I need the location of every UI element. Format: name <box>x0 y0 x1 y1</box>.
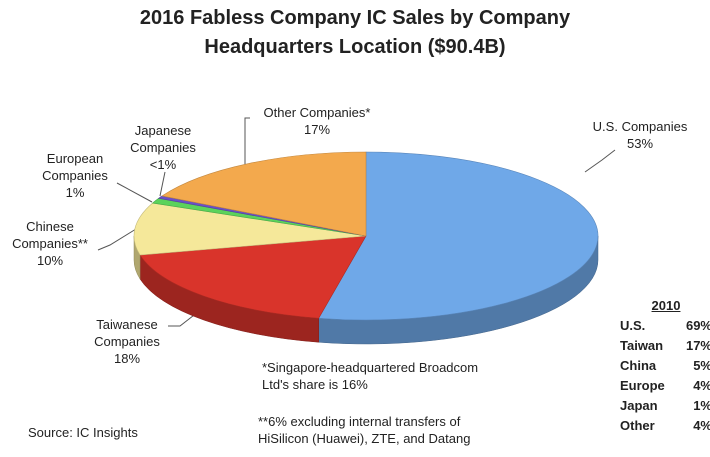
slice-label: European Companies 1% <box>25 150 125 201</box>
pie-slice <box>133 202 367 256</box>
category-label: Japanese Companies <box>130 123 196 155</box>
table-row: China 5% <box>620 356 710 376</box>
slice-label: U.S. Companies 53% <box>570 118 710 152</box>
value-label: 17% <box>303 122 331 137</box>
source: Source: IC Insights <box>28 425 138 440</box>
category-label: Other Companies* <box>263 105 371 120</box>
table-row: U.S. 69% <box>620 316 710 336</box>
inset-table: 2010 U.S. 69% Taiwan 17% China 5% Europe 4% Japa… <box>620 296 710 436</box>
category-label: Chinese Companies** <box>12 219 88 251</box>
value-label: <1% <box>149 157 177 172</box>
pie-tops <box>133 151 599 321</box>
pie-slice <box>161 151 367 237</box>
table-cell: 69% <box>685 318 710 333</box>
slice-label: Chinese Companies** 10% <box>0 218 100 269</box>
category-label: Taiwanese Companies <box>94 317 160 349</box>
slice-label: Other Companies* 17% <box>237 104 397 138</box>
leader-line <box>244 117 250 176</box>
note: **6% excluding internal transfers of HiS… <box>258 414 471 446</box>
leader-line <box>116 182 153 203</box>
table-cell: Europe <box>620 378 665 393</box>
value-label: 18% <box>113 351 141 366</box>
value-label: 1% <box>65 185 85 200</box>
value-label: 53% <box>626 136 654 151</box>
category-label: U.S. Companies <box>592 119 688 134</box>
table-row: Other 4% <box>620 416 710 436</box>
slice-label: Japanese Companies <1% <box>123 122 203 173</box>
leader-line <box>168 311 199 327</box>
table-title: 2010 <box>651 298 681 313</box>
table-cell: 17% <box>685 338 710 353</box>
table-cell: U.S. <box>620 318 646 333</box>
table-cell: Taiwan <box>620 338 664 353</box>
table-cell: 4% <box>693 378 710 393</box>
pie-slice <box>139 235 367 319</box>
leader-line <box>97 228 137 251</box>
pie-slice <box>318 151 599 321</box>
table-row: Europe 4% <box>620 376 710 396</box>
leader-lines <box>97 117 616 327</box>
category-label: European Companies <box>42 151 108 183</box>
slice-label: Taiwanese Companies 18% <box>72 316 182 367</box>
note: *Singapore-headquartered Broadcom Ltd's … <box>262 360 479 392</box>
table-cell: 5% <box>693 358 710 373</box>
table-cell: Other <box>620 418 655 433</box>
table-cell: 4% <box>693 418 710 433</box>
value-label: 10% <box>36 253 64 268</box>
leader-line <box>584 149 616 173</box>
table-row: Taiwan 17% <box>620 336 710 356</box>
leader-line <box>159 171 166 197</box>
table-cell: 1% <box>693 398 710 413</box>
table-cell: Japan <box>620 398 658 413</box>
table-cell: China <box>620 358 657 373</box>
chart-title: 2016 Fabless Company IC Sales by Company… <box>139 7 571 58</box>
table-row: Japan 1% <box>620 396 710 416</box>
table-body: U.S. 69% Taiwan 17% China 5% Europe 4% Japan 1% Ot… <box>620 316 710 436</box>
